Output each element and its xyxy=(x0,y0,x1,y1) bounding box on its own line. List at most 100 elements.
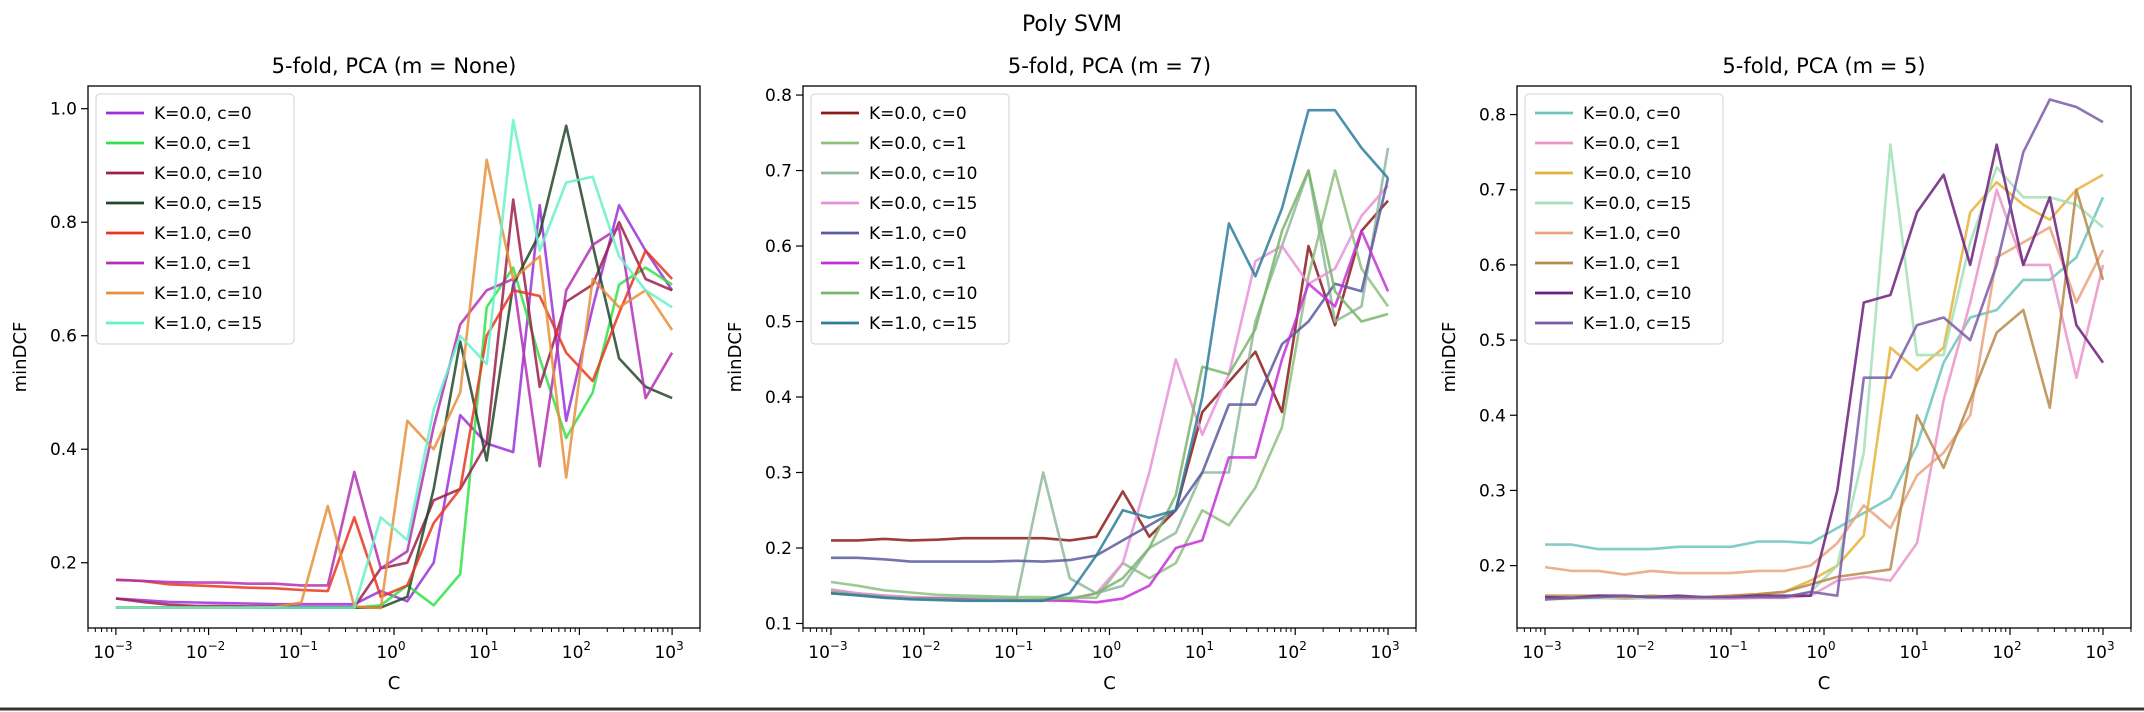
legend-label: K=1.0, c=0 xyxy=(154,224,252,244)
series-line-8 xyxy=(830,108,1389,603)
y-tick-label: 0.4 xyxy=(50,440,77,460)
x-tick-label: 101 xyxy=(469,639,498,663)
y-tick-label: 0.6 xyxy=(765,237,792,257)
y-axis-label: minDCF xyxy=(725,322,746,393)
y-tick-label: 1.0 xyxy=(50,100,77,120)
legend-label: K=0.0, c=0 xyxy=(869,104,967,124)
series-line-5 xyxy=(1544,226,2105,576)
series-lines xyxy=(115,118,674,610)
chart-panel-3: 10−3 10−2 10−1 100 101 102 103 0.2 0.3 0.4 0.5 0.6 0… xyxy=(1439,54,2132,694)
legend-label: K=1.0, c=1 xyxy=(154,254,252,274)
legend-label: K=0.0, c=15 xyxy=(154,194,262,214)
y-tick-label: 0.6 xyxy=(50,327,77,347)
series-line-2 xyxy=(830,169,1390,600)
legend-label: K=0.0, c=1 xyxy=(154,134,252,154)
y-axis-label: minDCF xyxy=(10,322,31,393)
legend-box xyxy=(1524,93,1724,345)
series-lines xyxy=(1544,98,2105,601)
series-line-8 xyxy=(115,118,673,609)
x-tick-label: 10−3 xyxy=(1522,639,1561,663)
legend-label: K=1.0, c=10 xyxy=(869,284,977,304)
y-tick-label: 0.3 xyxy=(765,463,792,483)
legend: K=0.0, c=0 K=0.0, c=1 K=0.0, c=10 K=0.0, c=… xyxy=(810,93,1010,345)
chart-title: 5-fold, PCA (m = 5) xyxy=(1722,54,1925,78)
x-tick-label: 10−2 xyxy=(1615,639,1654,663)
legend-label: K=1.0, c=15 xyxy=(869,314,977,334)
legend-label: K=1.0, c=1 xyxy=(1583,254,1681,274)
x-tick-label: 10−1 xyxy=(1708,639,1747,663)
series-line-3 xyxy=(115,198,673,609)
legend: K=0.0, c=0 K=0.0, c=1 K=0.0, c=10 K=0.0, c=… xyxy=(1524,93,1724,345)
x-tick-label: 100 xyxy=(1092,639,1121,663)
legend-label: K=1.0, c=1 xyxy=(869,254,967,274)
x-tick-label: 10−2 xyxy=(186,639,225,663)
y-tick-label: 0.8 xyxy=(1479,106,1506,126)
series-line-1 xyxy=(831,199,1389,542)
x-tick-label: 102 xyxy=(1278,639,1307,663)
x-tick-label: 10−3 xyxy=(808,639,847,663)
y-tick-label: 0.2 xyxy=(1479,557,1506,577)
y-tick-label: 0.5 xyxy=(765,313,792,333)
y-tick-label: 0.7 xyxy=(1479,181,1506,201)
x-tick-label: 103 xyxy=(1370,639,1399,663)
x-tick-label: 100 xyxy=(1806,639,1835,663)
y-tick-label: 0.4 xyxy=(1479,406,1506,426)
legend-label: K=0.0, c=10 xyxy=(154,164,262,184)
x-tick-label: 10−3 xyxy=(93,639,132,663)
series-lines xyxy=(830,108,1390,604)
series-line-5 xyxy=(115,249,674,599)
legend-label: K=0.0, c=1 xyxy=(869,134,967,154)
x-tick-label: 10−2 xyxy=(901,639,940,663)
y-tick-label: 0.2 xyxy=(50,554,77,574)
y-axis-label: minDCF xyxy=(1439,322,1460,393)
legend-label: K=0.0, c=0 xyxy=(154,104,252,124)
x-tick-label: 101 xyxy=(1899,639,1928,663)
chart-title: 5-fold, PCA (m = 7) xyxy=(1008,54,1211,78)
x-tick-label: 103 xyxy=(2085,639,2114,663)
x-tick-label: 10−1 xyxy=(279,639,318,663)
x-axis-label: C xyxy=(388,673,401,694)
legend-label: K=0.0, c=10 xyxy=(869,164,977,184)
legend-label: K=0.0, c=1 xyxy=(1583,134,1681,154)
legend-box xyxy=(95,93,295,345)
x-tick-label: 102 xyxy=(1992,639,2021,663)
legend-label: K=0.0, c=0 xyxy=(1583,104,1681,124)
legend-box xyxy=(810,93,1010,345)
x-tick-label: 102 xyxy=(562,639,591,663)
legend-label: K=1.0, c=10 xyxy=(154,284,262,304)
legend: K=0.0, c=0 K=0.0, c=1 K=0.0, c=10 K=0.0, c=… xyxy=(95,93,295,345)
series-line-8 xyxy=(1544,98,2104,601)
legend-label: K=1.0, c=0 xyxy=(869,224,967,244)
legend-label: K=1.0, c=15 xyxy=(154,314,262,334)
y-tick-label: 0.2 xyxy=(765,539,792,559)
legend-label: K=1.0, c=10 xyxy=(1583,284,1691,304)
chart-title: 5-fold, PCA (m = None) xyxy=(272,54,517,78)
x-tick-label: 101 xyxy=(1185,639,1214,663)
series-line-1 xyxy=(1545,196,2105,551)
y-tick-label: 0.5 xyxy=(1479,331,1506,351)
y-tick-label: 0.3 xyxy=(1479,481,1506,501)
chart-panel-2: 10−3 10−2 10−1 100 101 102 103 0.1 0.2 0.3 0.4 0.5 0… xyxy=(725,54,1417,694)
series-line-6 xyxy=(115,226,674,587)
figure-suptitle: Poly SVM xyxy=(1022,12,1122,37)
series-line-5 xyxy=(831,177,1390,563)
legend-label: K=0.0, c=10 xyxy=(1583,164,1691,184)
series-line-4 xyxy=(1544,143,2104,601)
legend-label: K=1.0, c=0 xyxy=(1583,224,1681,244)
y-tick-label: 0.7 xyxy=(765,162,792,182)
legend-label: K=1.0, c=15 xyxy=(1583,314,1691,334)
y-tick-label: 0.6 xyxy=(1479,256,1506,276)
y-tick-label: 0.4 xyxy=(765,388,792,408)
legend-label: K=0.0, c=15 xyxy=(1583,194,1691,214)
x-axis-label: C xyxy=(1103,673,1116,694)
y-tick-label: 0.8 xyxy=(50,213,77,233)
legend-label: K=0.0, c=15 xyxy=(869,194,977,214)
x-tick-label: 103 xyxy=(654,639,683,663)
x-tick-label: 10−1 xyxy=(994,639,1033,663)
x-tick-label: 100 xyxy=(376,639,405,663)
y-tick-label: 0.1 xyxy=(765,614,792,634)
chart-panel-1: 10−3 10−2 10−1 100 101 102 103 0.2 0.4 0.6 0.8 1.0 5… xyxy=(10,54,701,694)
y-tick-label: 0.8 xyxy=(765,86,792,106)
